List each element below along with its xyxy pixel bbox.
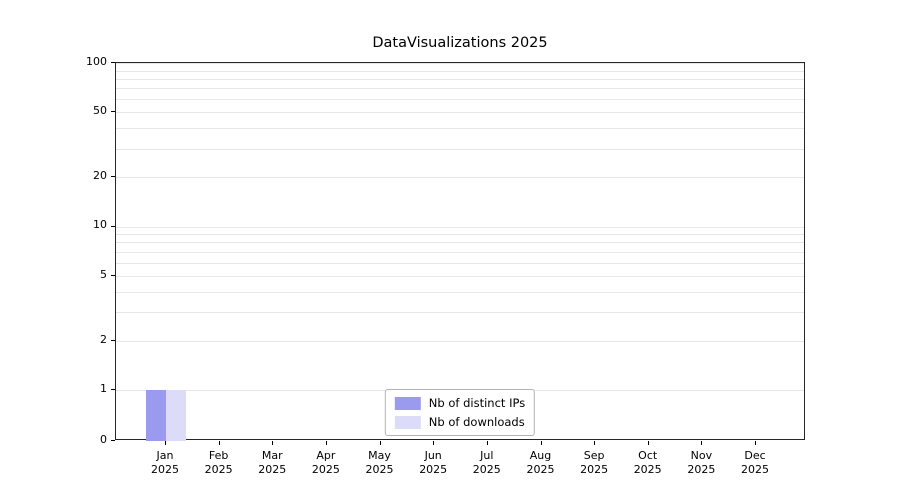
legend-swatch-downloads [394, 415, 421, 429]
y-tick-mark [111, 440, 115, 441]
y-tick-label: 5 [100, 267, 107, 281]
gridline [116, 312, 804, 313]
gridline [116, 275, 804, 277]
gridline [116, 242, 804, 244]
y-tick-mark [111, 274, 115, 276]
gridline [116, 262, 804, 264]
x-tick-label: Feb 2025 [204, 449, 233, 477]
x-tick-mark [755, 441, 756, 445]
x-tick-mark [701, 441, 703, 445]
legend-label-distinct-ips: Nb of distinct IPs [428, 396, 526, 410]
gridline [116, 78, 804, 80]
y-tick-label: 20 [93, 169, 107, 183]
gridline [116, 226, 804, 228]
x-tick-mark [325, 441, 327, 445]
legend-swatch-distinct-ips [394, 396, 421, 410]
x-tick-label: Dec 2025 [741, 449, 769, 477]
y-tick-label: 0 [100, 433, 107, 446]
x-tick-mark [540, 441, 542, 445]
gridline [116, 99, 804, 101]
x-tick-mark [647, 441, 649, 445]
y-tick-label: 2 [100, 332, 107, 346]
bar-nb-of-distinct-ips-jan [146, 390, 166, 441]
gridline [116, 234, 804, 235]
legend-label-downloads: Nb of downloads [428, 415, 525, 429]
gridline [116, 291, 804, 293]
gridline [116, 63, 804, 64]
bars-layer [116, 63, 804, 441]
y-tick-mark [111, 225, 115, 227]
gridline [116, 340, 804, 342]
gridline [116, 177, 804, 179]
y-tick-mark [111, 111, 115, 113]
x-tick-label: Jan 2025 [151, 449, 179, 477]
gridline [116, 112, 804, 114]
x-tick-mark [594, 441, 596, 445]
x-tick-label: Jun 2025 [419, 449, 448, 477]
y-tick-label: 50 [93, 104, 107, 118]
y-tick-label: 100 [86, 55, 107, 68]
x-tick-label: Nov 2025 [687, 449, 716, 477]
x-tick-mark [433, 441, 435, 445]
legend: Nb of distinct IPs Nb of downloads [384, 389, 536, 436]
x-tick-label: Jul 2025 [472, 449, 501, 477]
x-tick-label: Aug 2025 [526, 449, 555, 477]
y-tick-mark [111, 62, 115, 63]
plot-area: Nb of distinct IPs Nb of downloads [115, 62, 805, 441]
gridline [116, 128, 804, 130]
x-tick-mark [272, 441, 274, 445]
x-tick-label: Apr 2025 [311, 449, 340, 477]
y-tick-mark [111, 389, 115, 390]
x-tick-label: May 2025 [365, 449, 394, 477]
y-tick-mark [111, 339, 115, 341]
y-tick-label: 1 [100, 381, 107, 395]
x-tick-label: Mar 2025 [258, 449, 287, 477]
chart-title: DataVisualizations 2025 [372, 35, 548, 51]
y-tick-mark [111, 176, 115, 178]
gridline [116, 148, 804, 150]
x-tick-mark [486, 441, 488, 445]
bar-nb-of-downloads-jan [166, 390, 186, 441]
x-tick-mark [218, 441, 220, 445]
gridline [116, 70, 804, 72]
x-tick-label: Oct 2025 [633, 449, 662, 477]
gridline [116, 88, 804, 90]
x-tick-mark [165, 441, 166, 445]
legend-item-distinct-ips: Nb of distinct IPs [394, 396, 526, 410]
y-tick-label: 10 [93, 218, 107, 232]
x-tick-label: Sep 2025 [580, 449, 609, 477]
legend-item-downloads: Nb of downloads [394, 415, 525, 429]
gridline [116, 251, 804, 253]
x-tick-mark [379, 441, 381, 445]
